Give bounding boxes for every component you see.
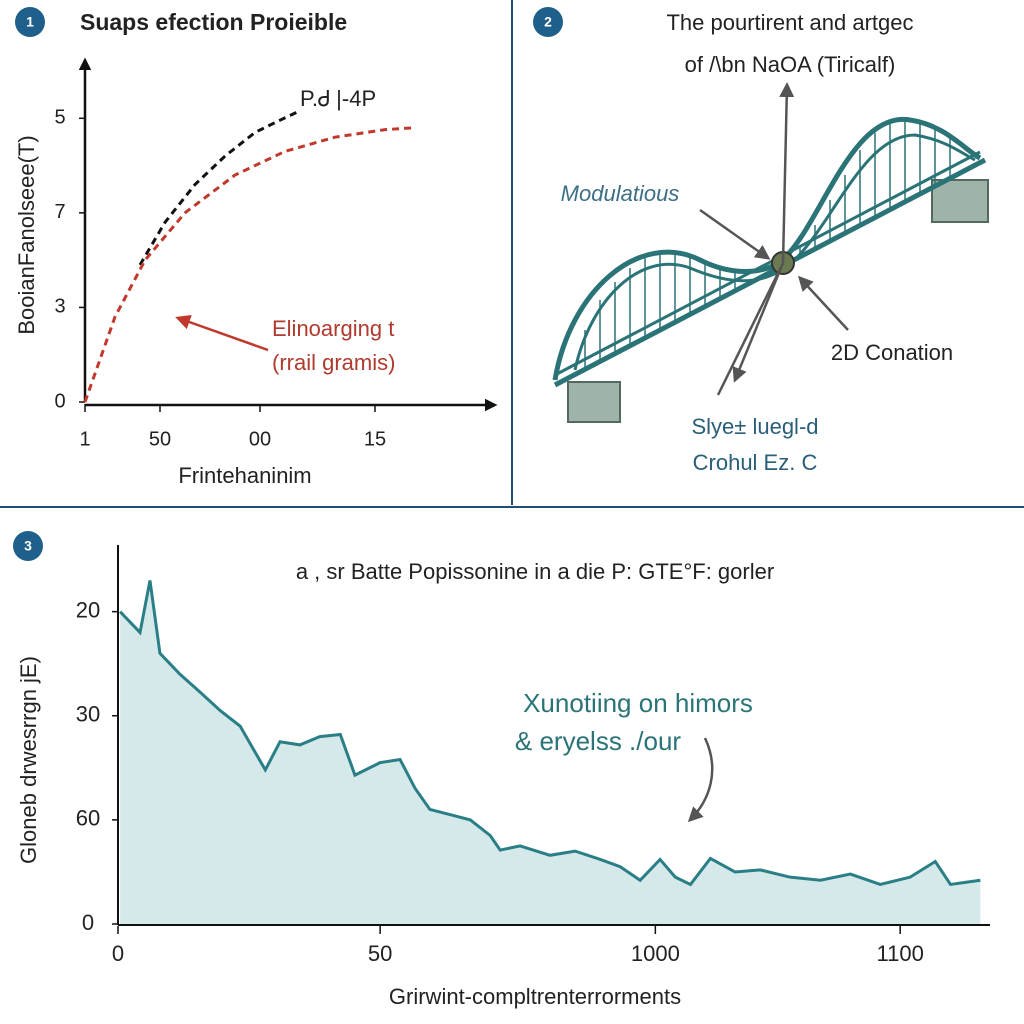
y-axis-label: BooianFanolseee(T) bbox=[14, 135, 39, 334]
bridge bbox=[552, 117, 989, 423]
diagram-label: Crohul Ez. C bbox=[693, 450, 818, 475]
y-tick-label: 60 bbox=[76, 806, 100, 831]
annotation: & eryelss ./our bbox=[515, 726, 682, 756]
diagram-label: 2D Conation bbox=[831, 340, 953, 365]
annotation: Elinoarging t bbox=[272, 316, 394, 341]
diagram-arrows bbox=[699, 82, 849, 396]
panel-number: 1 bbox=[26, 14, 34, 30]
y-tick-label: 20 bbox=[76, 597, 100, 622]
annotation-arrow bbox=[175, 314, 269, 352]
y-tick-label: 0 bbox=[82, 910, 94, 935]
y-tick-label: 30 bbox=[76, 702, 100, 727]
x-tick-label: 1 bbox=[79, 428, 90, 450]
x-tick-label: 1100 bbox=[877, 941, 924, 966]
annotation: Xunotiing on himors bbox=[523, 688, 753, 718]
y-tick-label: 7 bbox=[54, 201, 65, 223]
x-tick-label: 1000 bbox=[631, 941, 680, 966]
chart-title: a , sr Batte Popissonine in a die P: GTE… bbox=[296, 559, 774, 584]
y-tick-label: 0 bbox=[54, 390, 65, 412]
x-axis-label: Grirwint-compltrenterrorments bbox=[389, 984, 681, 1009]
line bbox=[138, 109, 301, 266]
panel-badge bbox=[13, 531, 43, 561]
chart-title: Suaps efection Proieible bbox=[80, 9, 347, 35]
y-tick-label: 3 bbox=[54, 296, 65, 318]
annotation: P.Ꮷ |-4P bbox=[300, 86, 376, 111]
x-tick-label: 50 bbox=[149, 428, 171, 450]
panel-badge bbox=[15, 7, 45, 37]
x-tick-label: 15 bbox=[364, 428, 386, 450]
panel-number: 3 bbox=[24, 538, 32, 554]
x-axis-label: Frintehaninim bbox=[178, 463, 311, 488]
annotation-arrow bbox=[687, 737, 714, 823]
y-tick-label: 5 bbox=[54, 107, 65, 129]
line bbox=[119, 580, 981, 887]
diagram-title: The pourtirent and artgec bbox=[666, 10, 913, 35]
area bbox=[120, 580, 981, 924]
diagram-label: Modulatious bbox=[561, 181, 680, 206]
x-tick-label: 00 bbox=[249, 428, 271, 450]
diagram-title: of /\bn NaOA (Tiricalf) bbox=[685, 52, 896, 77]
panel-badge bbox=[533, 7, 563, 37]
x-tick-label: 50 bbox=[368, 941, 392, 966]
line bbox=[83, 126, 416, 403]
panel-number: 2 bbox=[544, 14, 552, 30]
x-tick-label: 0 bbox=[112, 941, 124, 966]
annotation: (rrail gramis) bbox=[272, 350, 395, 375]
y-axis-label: Gloneb drwesrrgn jE) bbox=[16, 656, 41, 864]
diagram-label: Slye± luegl-d bbox=[691, 414, 818, 439]
